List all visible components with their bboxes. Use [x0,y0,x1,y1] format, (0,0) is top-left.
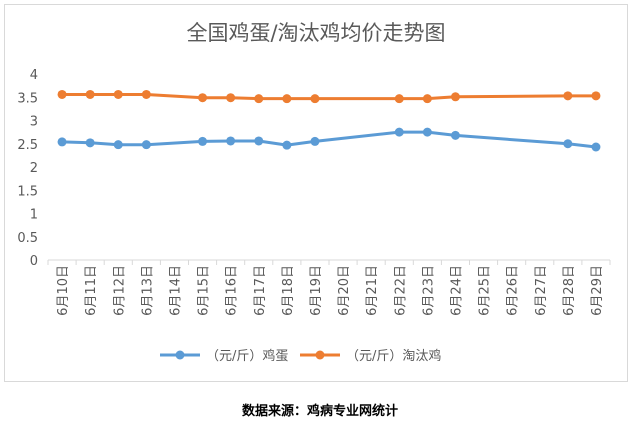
y-tick-label: 0 [30,254,38,269]
x-tick-label: 6月29日 [590,265,605,316]
x-axis-ticks [47,260,611,265]
x-tick-label: 6月14日 [168,265,183,316]
data-point [422,127,432,137]
x-tick-label: 6月21日 [365,265,380,316]
data-point [226,136,236,146]
legend-marker [315,350,325,360]
data-point [563,139,573,149]
data-point [226,93,236,103]
x-axis-labels: 6月10日 6月11日 6月12日 6月13日 6月14日 6月15日 6月16日 6月17日… [56,265,605,316]
data-point [394,94,404,104]
chart-title: 全国鸡蛋/淘汰鸡均价走势图 [186,21,445,45]
x-tick-label: 6月22日 [393,265,408,316]
data-point [450,130,460,140]
data-point [591,91,601,101]
x-tick-label: 6月20日 [337,265,352,316]
legend-marker [175,350,185,360]
line-chart: 全国鸡蛋/淘汰鸡均价走势图 00.511.522.533.54 6月10日 6月1… [17,21,611,364]
x-tick-label: 6月13日 [140,265,155,316]
y-tick-label: 2 [30,161,38,176]
data-point [85,89,95,99]
y-tick-label: 1 [30,208,38,223]
y-axis-labels: 0 0.5 1 1.5 2 2.5 3 3.5 4 [17,68,38,269]
data-point [254,94,264,104]
x-tick-label: 6月15日 [197,265,212,316]
data-point [310,94,320,104]
data-point [141,89,151,99]
data-point [198,136,208,146]
x-tick-label: 6月10日 [56,265,71,316]
data-point [113,89,123,99]
x-tick-label: 6月26日 [506,265,521,316]
y-tick-label: 0.5 [17,231,38,246]
data-point [254,136,264,146]
data-point [310,136,320,146]
data-point [57,89,67,99]
legend: （元/斤）鸡蛋 （元/斤）淘汰鸡 [160,348,441,364]
x-tick-label: 6月28日 [562,265,577,316]
data-point [85,138,95,148]
x-tick-label: 6月17日 [253,265,268,316]
data-point [198,93,208,103]
data-point [563,91,573,101]
data-point [141,140,151,150]
y-tick-label: 1.5 [17,184,38,199]
source-note: 数据来源：鸡病专业网统计 [241,404,398,419]
data-point [282,94,292,104]
x-tick-label: 6月12日 [112,265,127,316]
series-line-0 [61,130,597,149]
data-point [422,94,432,104]
data-point [450,92,460,102]
data-point [282,140,292,150]
series-layer [57,89,601,152]
x-tick-label: 6月16日 [225,265,240,316]
x-tick-label: 6月27日 [534,265,549,316]
x-tick-label: 6月23日 [421,265,436,316]
data-point [113,140,123,150]
x-tick-label: 6月24日 [449,265,464,316]
x-tick-label: 6月18日 [281,265,296,316]
data-point [394,127,404,137]
y-tick-label: 3 [30,115,38,130]
chart-frame [4,4,628,382]
legend-label: （元/斤）鸡蛋 [206,348,288,364]
series-line-1 [62,93,596,101]
x-tick-label: 6月19日 [309,265,324,316]
data-point [57,137,67,147]
legend-label: （元/斤）淘汰鸡 [346,348,441,364]
x-tick-label: 6月11日 [84,265,99,316]
data-point [591,142,601,152]
y-tick-label: 3.5 [17,91,38,106]
x-tick-label: 6月25日 [478,265,493,316]
y-tick-label: 4 [30,68,38,83]
y-tick-label: 2.5 [17,138,38,153]
